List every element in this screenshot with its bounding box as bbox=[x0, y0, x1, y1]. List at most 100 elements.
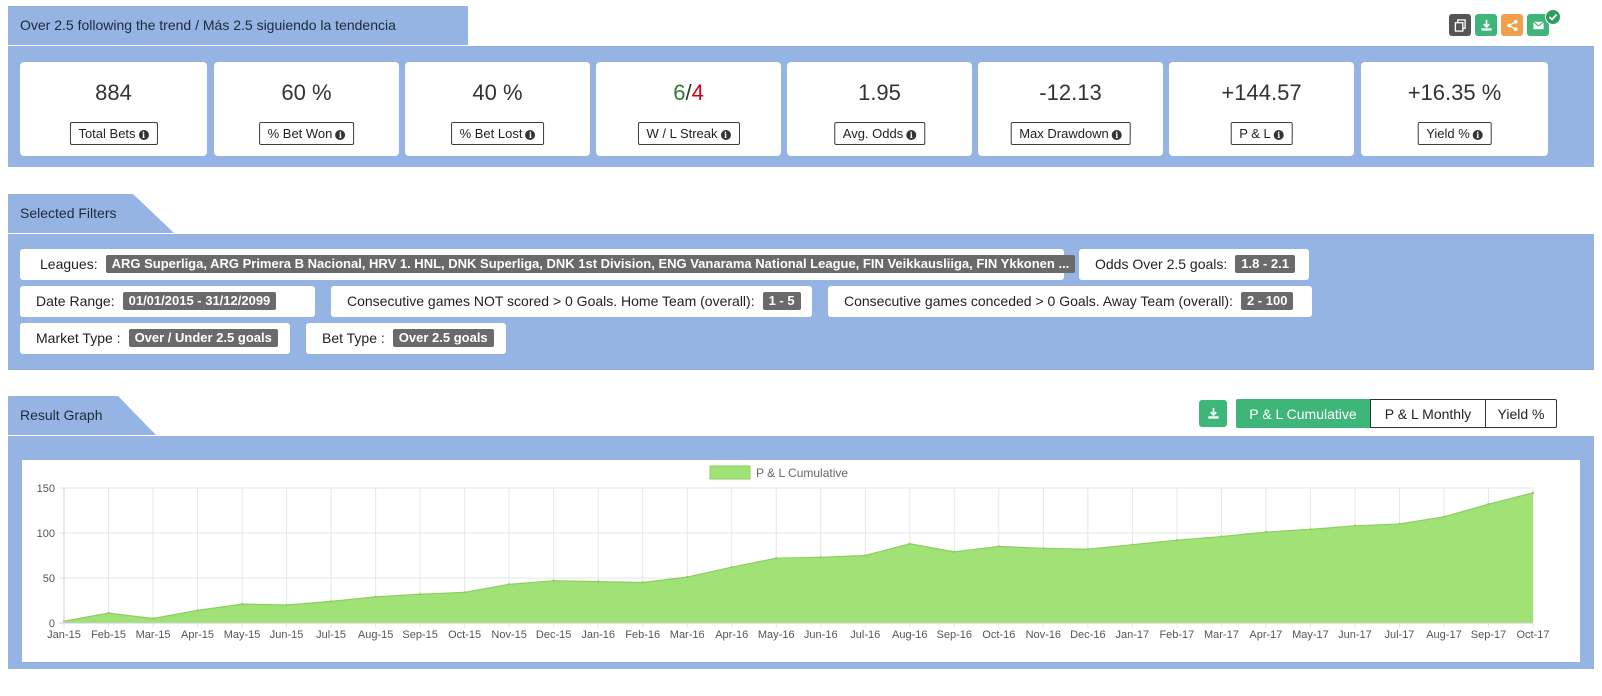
pl-value: +144.57 bbox=[1221, 80, 1302, 105]
data-point bbox=[997, 545, 1001, 548]
data-point bbox=[908, 542, 911, 545]
filter-leagues-key: Leagues: bbox=[40, 256, 98, 272]
data-point bbox=[1442, 515, 1446, 518]
x-tick-label: Mar-15 bbox=[136, 629, 171, 641]
tab-yield[interactable]: Yield % bbox=[1485, 399, 1557, 428]
loss-streak-value: 4 bbox=[691, 80, 704, 105]
bet-won-label[interactable]: % Bet Won i bbox=[258, 122, 355, 145]
info-icon: i bbox=[335, 130, 346, 140]
copy-button[interactable] bbox=[1449, 14, 1471, 36]
x-tick-label: Nov-16 bbox=[1026, 629, 1061, 641]
x-tick-label: Oct-17 bbox=[1516, 629, 1549, 641]
download-icon bbox=[1207, 407, 1219, 419]
x-tick-label: Jul-17 bbox=[1384, 629, 1414, 641]
x-tick-label: Dec-15 bbox=[536, 629, 571, 641]
wl-streak-label[interactable]: W / L Streak i bbox=[637, 122, 740, 145]
x-tick-label: Dec-16 bbox=[1070, 629, 1105, 641]
x-tick-label: Nov-15 bbox=[491, 629, 526, 641]
x-tick-label: Jan-17 bbox=[1116, 629, 1150, 641]
y-tick-label: 50 bbox=[43, 573, 55, 585]
total-bets-value: 884 bbox=[95, 80, 132, 105]
share-button[interactable] bbox=[1501, 14, 1523, 36]
report-title-tab: Over 2.5 following the trend / Más 2.5 s… bbox=[8, 6, 468, 45]
data-point bbox=[1487, 503, 1490, 506]
yield-label-text: Yield % bbox=[1426, 126, 1470, 141]
x-tick-label: Apr-17 bbox=[1249, 629, 1282, 641]
data-point bbox=[1086, 548, 1090, 551]
filter-bet-type-value: Over 2.5 goals bbox=[392, 329, 494, 347]
x-tick-label: Jan-15 bbox=[47, 629, 81, 641]
x-tick-label: Apr-16 bbox=[715, 629, 748, 641]
max-drawdown-label[interactable]: Max Drawdown i bbox=[1010, 122, 1131, 145]
data-point bbox=[196, 609, 199, 612]
x-tick-label: Jun-15 bbox=[270, 629, 304, 641]
tab-pl-monthly[interactable]: P & L Monthly bbox=[1370, 399, 1486, 428]
x-tick-label: Mar-17 bbox=[1204, 629, 1239, 641]
stat-wl-streak: 6/4 W / L Streak i bbox=[596, 62, 781, 156]
data-point bbox=[596, 580, 600, 583]
max-drawdown-value: -12.13 bbox=[1039, 80, 1102, 105]
download-button[interactable] bbox=[1475, 14, 1497, 36]
filter-date-range-value: 01/01/2015 - 31/12/2099 bbox=[122, 292, 277, 310]
data-point bbox=[240, 602, 244, 606]
x-tick-label: May-16 bbox=[758, 629, 795, 641]
stat-avg-odds: 1.95 Avg. Odds i bbox=[787, 62, 972, 156]
data-point bbox=[463, 591, 466, 594]
data-point bbox=[730, 566, 733, 569]
x-tick-label: Jul-16 bbox=[850, 629, 880, 641]
stat-total-bets: 884 Total Bets i bbox=[20, 62, 207, 156]
tab-pl-cumulative[interactable]: P & L Cumulative bbox=[1236, 399, 1370, 428]
selected-filters-tab: Selected Filters bbox=[8, 194, 188, 233]
pl-cumulative-chart: 0 50 100 150 Jan-15 Feb-15 Mar-15 Apr-15 May-15 J… bbox=[37, 465, 1550, 641]
filter-conceded-value: 2 - 100 bbox=[1240, 292, 1294, 310]
total-bets-label[interactable]: Total Bets i bbox=[69, 122, 158, 145]
data-point bbox=[686, 575, 689, 579]
bet-lost-label[interactable]: % Bet Lost i bbox=[450, 122, 545, 145]
avg-odds-label[interactable]: Avg. Odds i bbox=[833, 122, 926, 145]
x-tick-label: May-17 bbox=[1292, 629, 1329, 641]
data-point bbox=[107, 611, 110, 615]
x-tick-label: Feb-17 bbox=[1159, 629, 1194, 641]
data-point bbox=[1131, 543, 1134, 546]
x-tick-label: Oct-15 bbox=[448, 629, 481, 641]
x-tick-label: Jul-15 bbox=[316, 629, 346, 641]
x-tick-label: Mar-16 bbox=[670, 629, 705, 641]
data-point bbox=[641, 581, 644, 584]
graph-download-button[interactable] bbox=[1199, 400, 1227, 427]
data-point bbox=[418, 593, 422, 596]
filter-not-scored-value: 1 - 5 bbox=[762, 292, 801, 310]
avg-odds-value: 1.95 bbox=[858, 80, 901, 105]
result-graph-title: Result Graph bbox=[20, 407, 103, 423]
email-button[interactable] bbox=[1527, 14, 1549, 36]
info-icon: i bbox=[1273, 130, 1284, 140]
data-point bbox=[329, 600, 333, 603]
y-tick-label: 100 bbox=[37, 528, 55, 540]
y-tick-label: 150 bbox=[37, 483, 55, 495]
data-point bbox=[819, 556, 822, 559]
data-point bbox=[775, 557, 778, 560]
filter-odds-value: 1.8 - 2.1 bbox=[1235, 255, 1295, 273]
yield-label[interactable]: Yield % i bbox=[1417, 122, 1492, 145]
data-point bbox=[552, 579, 555, 582]
filter-not-scored: Consecutive games NOT scored > 0 Goals. … bbox=[331, 286, 812, 317]
stat-max-drawdown: -12.13 Max Drawdown i bbox=[978, 62, 1163, 156]
x-tick-label: May-15 bbox=[224, 629, 261, 641]
info-icon: i bbox=[720, 130, 731, 140]
avg-odds-label-text: Avg. Odds bbox=[842, 126, 904, 141]
x-tick-label: Sep-17 bbox=[1471, 629, 1506, 641]
yield-value: +16.35 % bbox=[1407, 80, 1502, 105]
filter-conceded: Consecutive games conceded > 0 Goals. Aw… bbox=[828, 286, 1312, 317]
bet-won-value: 60 % bbox=[281, 80, 332, 105]
wl-streak-label-text: W / L Streak bbox=[646, 126, 718, 141]
filter-market-type-value: Over / Under 2.5 goals bbox=[128, 329, 278, 347]
max-drawdown-label-text: Max Drawdown bbox=[1019, 126, 1109, 141]
stat-bet-won: 60 % % Bet Won i bbox=[214, 62, 399, 156]
x-tick-label: Feb-15 bbox=[91, 629, 126, 641]
x-tick-label: Aug-15 bbox=[358, 629, 393, 641]
legend-swatch bbox=[709, 465, 751, 480]
x-tick-label: Apr-15 bbox=[181, 629, 214, 641]
data-point bbox=[1264, 530, 1268, 534]
email-icon bbox=[1532, 20, 1544, 29]
